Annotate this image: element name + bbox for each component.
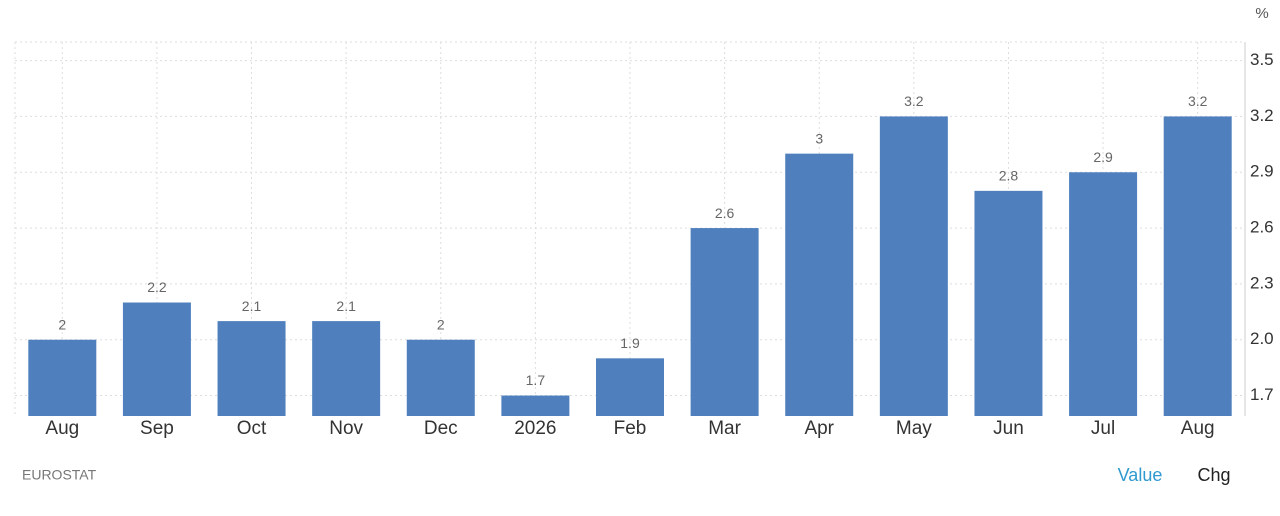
value-label: 2 bbox=[437, 316, 445, 332]
value-label: 1.9 bbox=[620, 335, 640, 351]
x-tick-label: Oct bbox=[237, 418, 267, 439]
tab-chg[interactable]: Chg bbox=[1197, 465, 1230, 485]
bar bbox=[1163, 116, 1232, 417]
value-label: 2.2 bbox=[147, 279, 167, 295]
x-tick-label: May bbox=[896, 418, 932, 439]
bar bbox=[406, 339, 475, 416]
value-label: 1.7 bbox=[526, 372, 546, 388]
value-label: 3.2 bbox=[1188, 93, 1208, 109]
x-tick-label: Feb bbox=[614, 418, 647, 439]
bar bbox=[974, 190, 1043, 416]
x-tick-label: Dec bbox=[424, 418, 458, 439]
bar bbox=[690, 228, 759, 416]
value-label: 3.2 bbox=[904, 93, 924, 109]
x-tick-label: Apr bbox=[804, 418, 834, 439]
x-tick-label: Jul bbox=[1091, 418, 1115, 439]
y-tick-label: 2.0 bbox=[1250, 329, 1274, 348]
bar bbox=[1069, 172, 1138, 416]
y-tick-label: 2.6 bbox=[1250, 218, 1274, 237]
y-tick-label: 3.2 bbox=[1250, 106, 1274, 125]
x-tick-label: Mar bbox=[708, 418, 741, 439]
bar bbox=[312, 321, 381, 416]
y-tick-label: 2.3 bbox=[1250, 273, 1274, 292]
x-tick-label: Nov bbox=[329, 418, 363, 439]
bar bbox=[879, 116, 948, 417]
bar bbox=[28, 339, 97, 416]
value-label: 2.9 bbox=[1093, 149, 1113, 165]
unit-label: % bbox=[1255, 5, 1268, 22]
bar bbox=[785, 153, 854, 416]
bar bbox=[217, 321, 286, 416]
tab-value[interactable]: Value bbox=[1118, 465, 1163, 485]
bar bbox=[501, 395, 570, 416]
y-tick-label: 3.5 bbox=[1250, 50, 1274, 69]
x-tick-label: Aug bbox=[1181, 418, 1215, 439]
value-label: 2.6 bbox=[715, 205, 735, 221]
value-label: 2 bbox=[58, 316, 66, 332]
bar bbox=[122, 302, 191, 416]
y-tick-label: 2.9 bbox=[1250, 162, 1274, 181]
y-tick-label: 1.7 bbox=[1250, 385, 1274, 404]
bar bbox=[596, 358, 664, 416]
x-tick-label: Jun bbox=[993, 418, 1024, 439]
x-tick-label: 2026 bbox=[514, 418, 556, 439]
value-label: 2.1 bbox=[242, 298, 262, 314]
source: EUROSTAT bbox=[22, 467, 97, 483]
x-tick-label: Aug bbox=[45, 418, 79, 439]
x-tick-label: Sep bbox=[140, 418, 174, 439]
value-label: 3 bbox=[815, 130, 823, 146]
value-label: 2.8 bbox=[999, 168, 1019, 184]
value-label: 2.1 bbox=[336, 298, 356, 314]
